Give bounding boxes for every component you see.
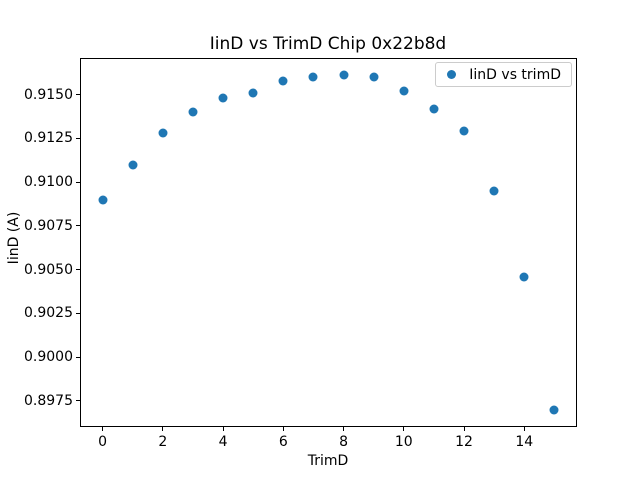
x-tick-mark [102,427,104,431]
y-tick-label: 0.9125 [24,130,73,147]
x-tick-label: 4 [218,434,228,450]
x-tick-label: 12 [455,434,473,450]
y-tick-label: 0.9100 [24,174,73,191]
x-tick-mark [403,427,405,431]
x-tick-mark [343,427,345,431]
x-tick-mark [463,427,465,431]
y-tick-label: 0.9000 [24,349,73,366]
x-axis-label: TrimD [307,453,349,469]
scatter-point [399,86,409,96]
y-tick-label: 0.9025 [24,305,73,322]
scatter-point [248,88,258,98]
scatter-point [98,195,108,205]
scatter-point [278,76,288,86]
scatter-point [429,104,439,114]
x-tick-label: 0 [98,434,108,450]
scatter-point [188,107,198,117]
y-tick-mark [76,400,80,402]
y-tick-mark [76,269,80,271]
plot-area [80,58,577,427]
chart-title: IinD vs TrimD Chip 0x22b8d [209,34,447,54]
x-tick-label: 14 [515,434,534,450]
y-tick-label: 0.9075 [24,217,73,234]
scatter-point [218,93,228,103]
legend: IinD vs trimD [435,62,572,87]
x-tick-label: 2 [158,434,168,450]
scatter-point [308,72,318,82]
scatter-point [489,186,499,196]
legend-marker-icon [447,70,457,79]
scatter-point [459,126,469,136]
x-tick-mark [282,427,284,431]
y-tick-mark [76,94,80,96]
x-tick-label: 6 [278,434,288,450]
y-tick-label: 0.9050 [24,261,73,278]
x-tick-label: 10 [394,434,413,450]
x-tick-mark [222,427,224,431]
y-tick-label: 0.8975 [24,392,73,409]
y-tick-mark [76,312,80,314]
y-tick-mark [76,225,80,227]
scatter-point [519,272,529,282]
scatter-point [339,70,349,80]
y-tick-mark [76,356,80,358]
x-tick-label: 8 [339,434,349,450]
x-tick-mark [523,427,525,431]
x-tick-mark [162,427,164,431]
scatter-point [158,128,168,138]
legend-label: IinD vs trimD [469,66,561,83]
y-tick-mark [76,137,80,139]
y-axis-label: IinD (A) [6,211,22,265]
y-tick-mark [76,181,80,183]
scatter-point [369,72,379,82]
scatter-point [549,405,559,414]
y-tick-label: 0.9150 [24,86,73,103]
scatter-point [128,160,138,170]
